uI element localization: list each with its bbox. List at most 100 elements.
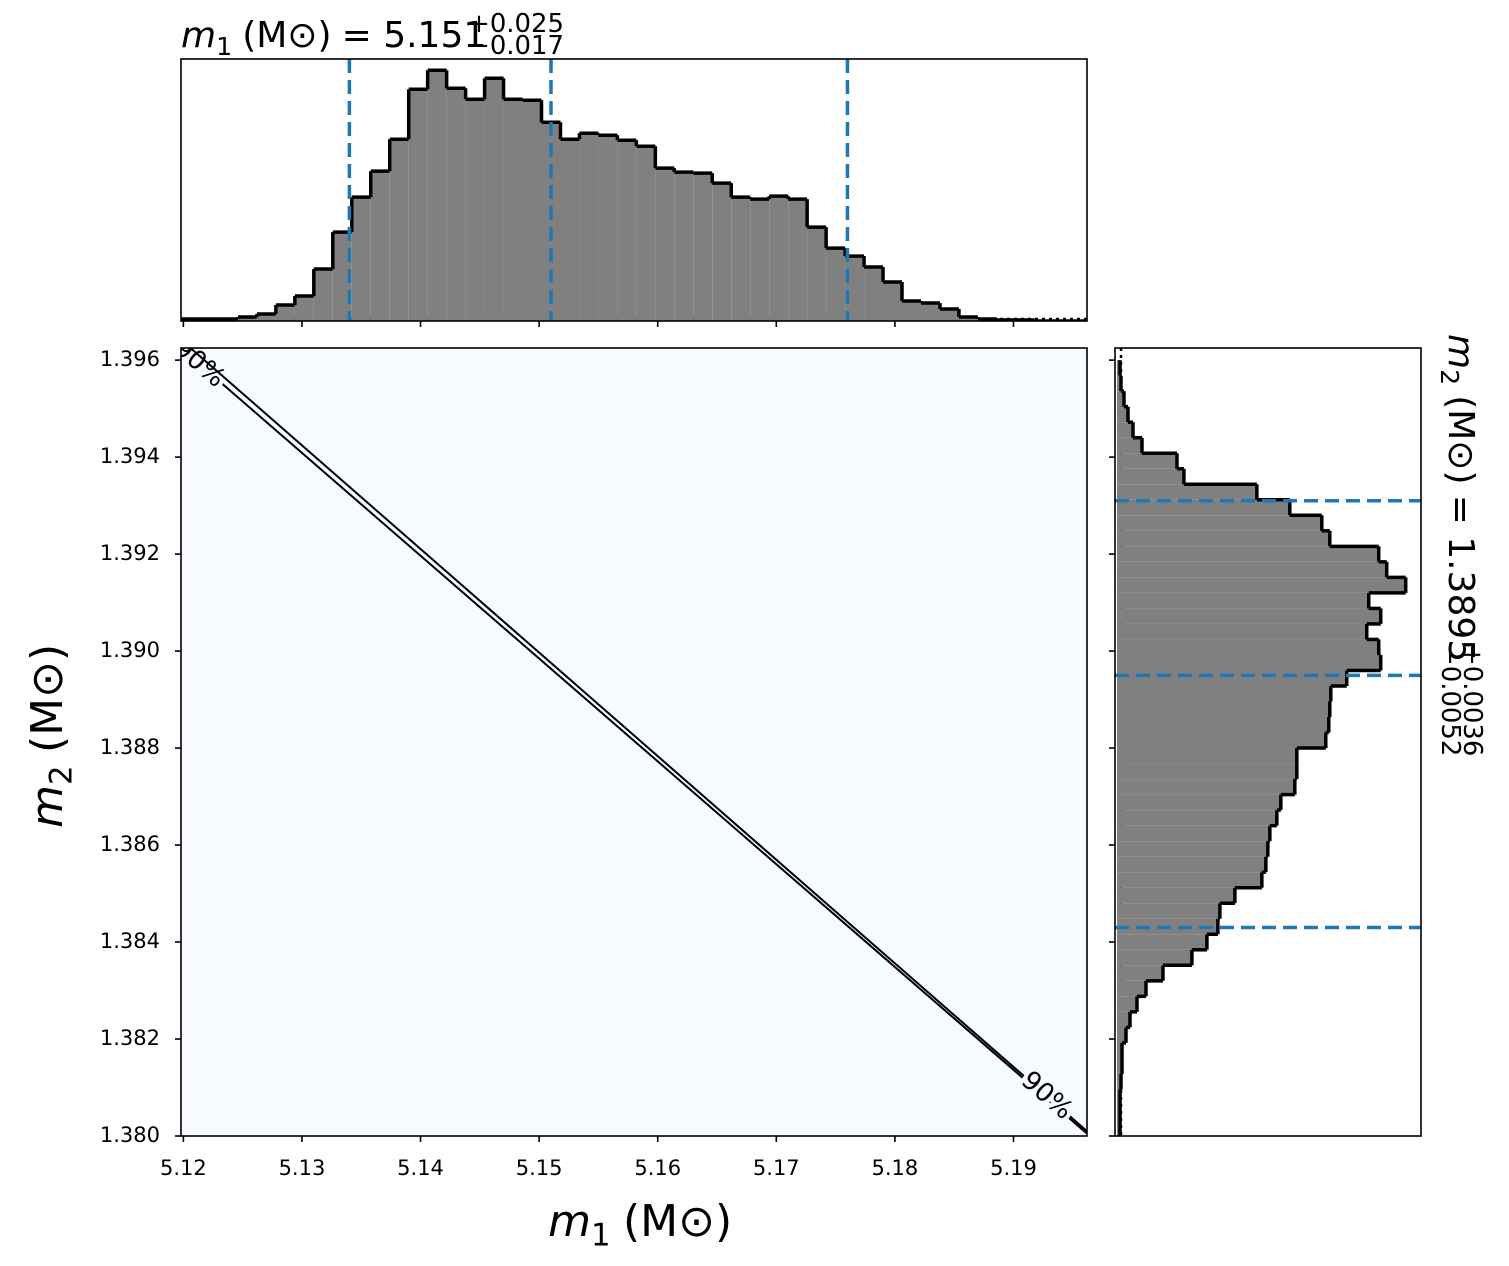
label-symbol: m — [1440, 334, 1481, 369]
bar — [655, 168, 675, 321]
panel-title: m2 (M⊙) = 1.3895 — [1435, 334, 1481, 662]
x-tick-label: 5.17 — [753, 1156, 800, 1180]
bar — [1117, 391, 1124, 407]
y-tick-label: 1.396 — [100, 347, 160, 371]
bar — [465, 99, 485, 321]
label-plus: +0.0036 — [1457, 644, 1487, 756]
bar — [1117, 623, 1367, 640]
bar — [1117, 825, 1270, 842]
y-tick-label: 1.390 — [100, 638, 160, 662]
bar — [313, 269, 333, 321]
bar — [541, 122, 561, 321]
bar — [920, 303, 940, 321]
y-tick-label: 1.382 — [100, 1026, 160, 1050]
bar — [712, 183, 732, 321]
bar — [1117, 577, 1406, 593]
label-symbol: m — [181, 15, 216, 56]
bar — [1117, 468, 1184, 485]
bar — [769, 196, 789, 321]
bar — [1117, 872, 1262, 888]
bar — [1117, 484, 1257, 500]
bar — [1117, 794, 1281, 811]
x-tick-label: 5.12 — [160, 1156, 207, 1180]
x-tick-label: 5.14 — [397, 1156, 444, 1180]
label-index: 1 — [216, 32, 232, 61]
label-unit: (M⊙) — [623, 1196, 732, 1247]
bar — [1117, 810, 1277, 826]
bar — [370, 171, 390, 321]
bar — [1117, 1058, 1122, 1074]
bar — [598, 135, 618, 321]
bar — [1117, 949, 1192, 966]
label-unit: (M⊙) — [242, 15, 331, 56]
bar — [788, 199, 808, 321]
bar — [636, 146, 656, 321]
bar — [1117, 546, 1379, 562]
bar — [617, 140, 637, 321]
x-tick-label: 5.13 — [279, 1156, 326, 1180]
bar — [408, 89, 428, 321]
bar — [1117, 499, 1290, 516]
bar — [1117, 841, 1268, 857]
bar — [1117, 1073, 1121, 1090]
bar — [1117, 639, 1379, 655]
bar — [845, 256, 865, 321]
bar — [1117, 965, 1163, 981]
bar — [902, 301, 921, 321]
bar — [1117, 530, 1330, 547]
bar — [1117, 701, 1330, 718]
rotated-label: m2 (M⊙) — [22, 644, 80, 828]
panel-frame — [180, 347, 1088, 1137]
label-plus: +0.025 — [468, 9, 564, 39]
bar — [427, 70, 447, 321]
bar — [864, 267, 884, 321]
histogram — [181, 59, 1087, 321]
bar — [1117, 1042, 1122, 1059]
x-tick-label: 5.19 — [990, 1156, 1037, 1180]
bar — [674, 172, 694, 321]
y-tick-label: 1.386 — [100, 832, 160, 856]
bar — [351, 197, 371, 321]
label-value: = 5.151 — [342, 15, 487, 56]
bar — [446, 88, 466, 321]
bar — [503, 99, 523, 321]
y-tick-label: 1.384 — [100, 929, 160, 953]
bar — [1117, 422, 1133, 438]
bar — [731, 197, 751, 321]
bar — [693, 173, 713, 321]
bar — [807, 227, 827, 321]
contour-line — [181, 348, 1087, 1135]
bar — [1117, 996, 1137, 1012]
bar — [1117, 515, 1322, 531]
bar — [1117, 561, 1387, 578]
bar — [579, 133, 599, 321]
bar — [1117, 685, 1331, 702]
label-symbol: m — [548, 1196, 591, 1247]
bar — [750, 199, 770, 321]
bar — [522, 100, 542, 321]
panel-title: m1 (M⊙) = 5.151 — [181, 15, 486, 61]
bar — [1117, 670, 1347, 686]
x-tick-label: 5.18 — [872, 1156, 919, 1180]
bar — [1117, 1011, 1130, 1028]
panel-frame — [180, 58, 1088, 322]
y-axis-label: m2 (M⊙) — [22, 644, 80, 828]
label-minus: −0.017 — [468, 31, 564, 61]
bar — [826, 248, 846, 321]
label-symbol: m — [22, 785, 73, 828]
contour-line — [189, 348, 1087, 1132]
bar — [1117, 654, 1381, 671]
label-value: = 1.3895 — [1440, 495, 1481, 663]
y-tick-label: 1.394 — [100, 444, 160, 468]
bar — [1117, 732, 1326, 749]
rotated-title: m2 (M⊙) = 1.3895+0.0036−0.0052 — [1435, 334, 1487, 756]
bar — [1117, 717, 1329, 733]
bar — [1117, 406, 1128, 423]
bar — [237, 317, 257, 321]
label-unit: (M⊙) — [22, 644, 73, 753]
bar — [939, 309, 959, 321]
bar — [1117, 887, 1235, 904]
histogram — [1115, 360, 1421, 1136]
